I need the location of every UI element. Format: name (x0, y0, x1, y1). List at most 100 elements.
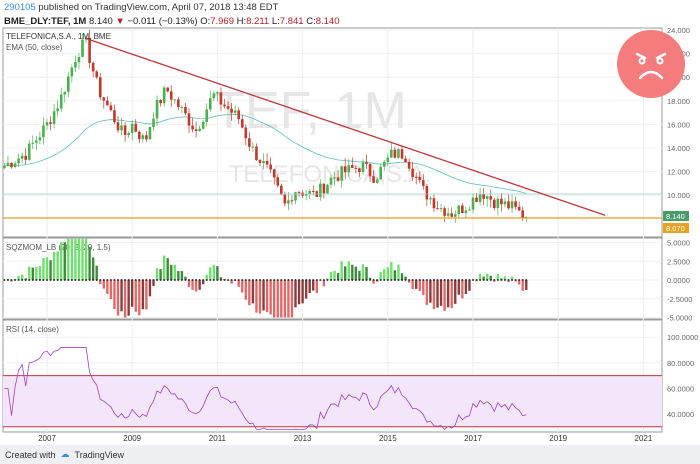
momentum-bar (106, 280, 109, 294)
momentum-bar (340, 261, 343, 280)
h-label: H: (236, 16, 247, 27)
momentum-bar (347, 261, 350, 280)
squeeze-dot (244, 279, 247, 281)
momentum-bar (17, 275, 20, 280)
created-with: Created with (5, 449, 56, 460)
squeeze-dot (63, 279, 66, 281)
squeeze-dot (124, 279, 127, 281)
momentum-bar (141, 280, 145, 310)
chart-canvas[interactable]: 2007200920112013201520172019202124.00022… (0, 0, 700, 445)
squeeze-dot (184, 279, 187, 281)
squeeze-dot (507, 279, 510, 281)
rsi-band (3, 375, 662, 427)
squeeze-dot (202, 279, 205, 281)
momentum-bar (383, 269, 386, 280)
squeeze-dot (159, 279, 162, 281)
candle-body (138, 131, 141, 140)
o-label: O: (200, 16, 211, 27)
candle-body (109, 105, 113, 111)
momentum-bar (60, 242, 63, 280)
squeeze-dot (266, 279, 269, 281)
price-tick: 18.000 (667, 97, 690, 106)
squeeze-dot (525, 279, 528, 281)
squeeze-dot (212, 279, 215, 281)
angry-eye (656, 57, 664, 65)
squeeze-dot (166, 279, 169, 281)
candle-body (130, 123, 134, 134)
squeeze-dot (152, 279, 155, 281)
sqz-tick: 2.5000 (667, 257, 690, 266)
candle-body (212, 93, 216, 99)
momentum-bar (52, 251, 56, 280)
candle-body (116, 122, 120, 131)
momentum-bar (95, 265, 98, 280)
momentum-bar (248, 280, 251, 306)
squeeze-dot (70, 279, 73, 281)
momentum-bar (244, 280, 247, 300)
candle-body (159, 100, 162, 104)
momentum-bar (216, 266, 219, 280)
momentum-bar (230, 280, 233, 284)
squeeze-dot (404, 279, 407, 281)
squeeze-dot (53, 279, 56, 281)
momentum-bar (304, 280, 308, 299)
candle-body (521, 210, 524, 219)
squeeze-dot (294, 279, 297, 281)
squeeze-dot (273, 279, 276, 281)
momentum-bar (70, 238, 74, 280)
squeeze-dot (376, 279, 379, 281)
momentum-bar (74, 238, 77, 280)
momentum-bar (496, 274, 500, 280)
squeeze-dot (106, 279, 109, 281)
momentum-bar (429, 280, 432, 303)
candle-body (414, 176, 418, 178)
candle-body (365, 162, 368, 165)
squeeze-dot (283, 279, 286, 281)
candle-body (411, 168, 414, 177)
candle-body (3, 165, 6, 169)
momentum-bar (191, 280, 194, 290)
candle-body (63, 91, 67, 95)
candle-body (386, 157, 390, 162)
squeeze-dot (322, 279, 325, 281)
brand[interactable]: TradingView (74, 449, 125, 460)
author-link[interactable]: 290105 (4, 2, 36, 13)
squeeze-dot (472, 279, 474, 281)
momentum-bar (77, 238, 81, 280)
squeeze-dot (113, 279, 116, 281)
squeeze-dot (408, 279, 411, 281)
candle-body (322, 183, 326, 194)
candle-body (500, 198, 503, 205)
momentum-bar (152, 280, 155, 287)
squeeze-dot (46, 279, 48, 281)
chart-title: TELEFONICA,S.A., 1M, BME (6, 32, 111, 41)
candle-body (429, 198, 432, 200)
squeeze-dot (21, 279, 24, 281)
candle-body (166, 87, 169, 92)
candle-body (340, 166, 343, 181)
momentum-bar (49, 260, 52, 280)
squeeze-dot (305, 279, 308, 281)
candle-body (35, 140, 38, 143)
squeeze-dot (383, 279, 386, 281)
momentum-bar (159, 269, 162, 280)
squeeze-dot (496, 279, 499, 281)
candle-body (120, 125, 123, 131)
squeeze-dot (216, 279, 219, 281)
candle-body (347, 165, 351, 173)
ema-line (4, 114, 527, 194)
squeeze-dot (315, 279, 318, 281)
candle-body (123, 125, 127, 136)
candle-body (404, 158, 407, 162)
squeeze-dot (60, 279, 63, 281)
squeeze-dot (319, 279, 322, 281)
squeeze-dot (28, 279, 31, 281)
candle-body (379, 166, 382, 180)
last-price: 8.140 (89, 16, 113, 27)
momentum-bar (28, 266, 31, 280)
candle-body (216, 92, 219, 94)
squeeze-dot (422, 279, 425, 281)
momentum-bar (290, 280, 294, 318)
squeeze-dot (397, 279, 400, 281)
momentum-bar (351, 264, 354, 280)
